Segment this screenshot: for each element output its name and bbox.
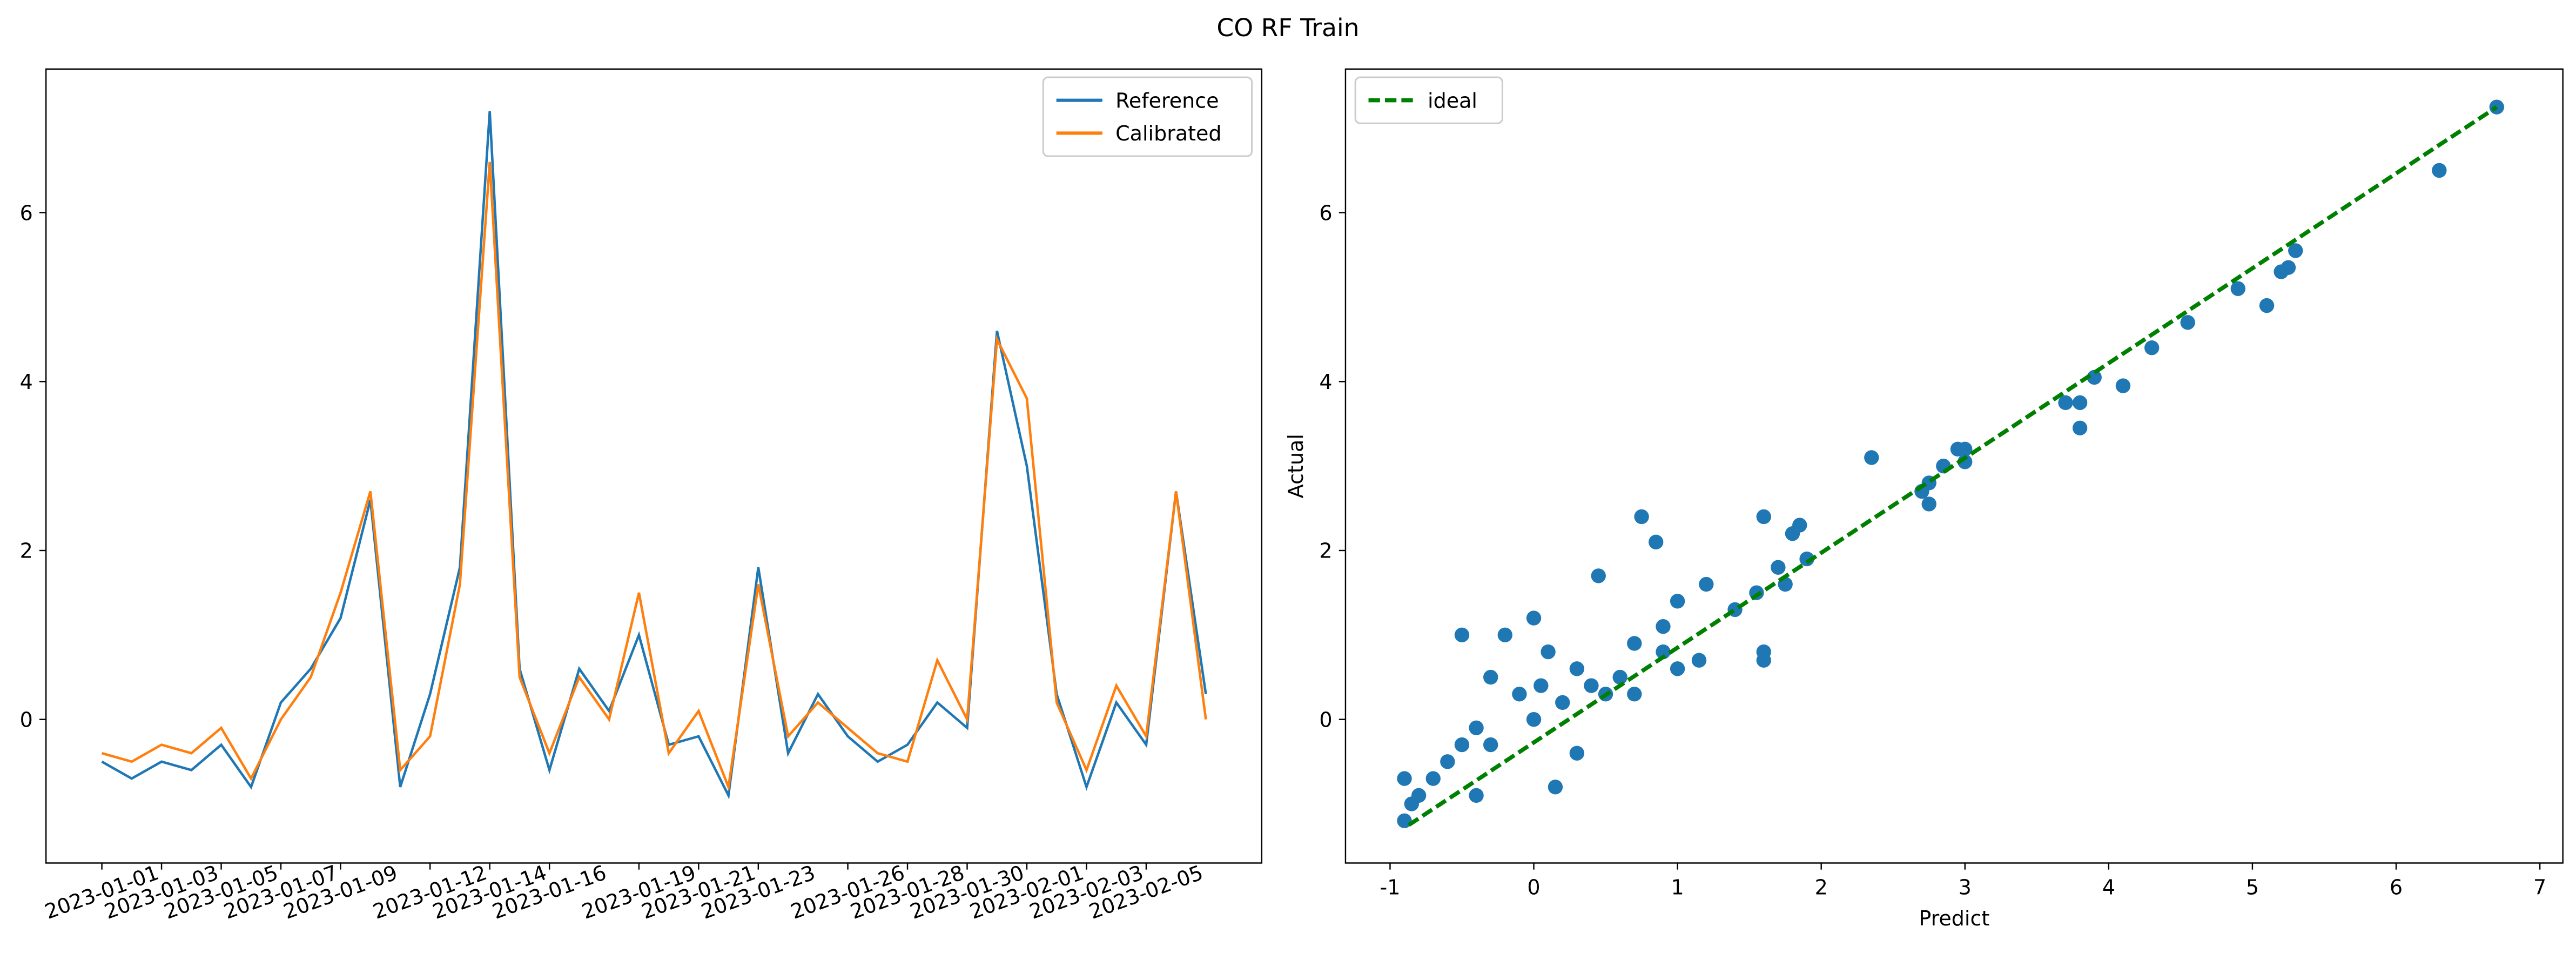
legend-label: Calibrated	[1115, 122, 1221, 145]
x-tick-label: 2	[1815, 875, 1828, 899]
x-tick-label: 4	[2102, 875, 2115, 899]
scatter-point	[1440, 754, 1455, 769]
scatter-point	[1627, 636, 1642, 651]
scatter-point	[1483, 669, 1498, 685]
scatter-point	[1656, 619, 1671, 634]
y-tick-label: 2	[1319, 539, 1332, 563]
scatter-point	[1469, 720, 1484, 736]
y-axis-label: Actual	[1284, 434, 1308, 498]
scatter-point	[1548, 780, 1563, 795]
y-tick-label: 4	[20, 370, 33, 394]
scatter-point	[2230, 281, 2246, 296]
scatter-point	[1569, 661, 1585, 676]
scatter-point	[1670, 594, 1685, 609]
ideal-line	[1407, 105, 2498, 827]
y-tick-label: 4	[1319, 370, 1332, 394]
y-tick-label: 2	[20, 539, 33, 563]
scatter-point	[1756, 509, 1771, 525]
scatter-point	[2072, 395, 2088, 411]
scatter-point	[1756, 653, 1771, 668]
scatter-point	[2087, 370, 2102, 385]
scatter-point	[1612, 669, 1627, 685]
scatter-point	[1397, 813, 1412, 828]
x-tick-label: 3	[1959, 875, 1972, 899]
figure-title: CO RF Train	[1216, 14, 1359, 42]
x-tick-label: 1	[1671, 875, 1684, 899]
scatter-point	[1526, 610, 1542, 626]
y-tick-label: 6	[20, 201, 33, 225]
scatter-point	[1526, 711, 1542, 727]
scatter-point	[1454, 737, 1470, 753]
scatter-point	[1454, 627, 1470, 643]
scatter-point	[1627, 687, 1642, 702]
scatter-point	[1397, 771, 1412, 786]
x-axis-label: Predict	[1919, 907, 1989, 930]
data-line	[101, 111, 1207, 800]
scatter-point	[2259, 298, 2275, 313]
legend-label: ideal	[1428, 89, 1477, 112]
scatter-point	[1512, 687, 1527, 702]
scatter-point	[1584, 678, 1599, 693]
scatter-point	[2180, 315, 2195, 330]
scatter-point	[1656, 644, 1671, 660]
axes-frame	[45, 68, 1263, 864]
scatter-point	[1670, 661, 1685, 676]
y-tick-label: 6	[1319, 201, 1332, 225]
scatter-point	[1497, 627, 1512, 643]
scatter-point	[1634, 509, 1649, 525]
scatter-point	[1799, 551, 1814, 567]
scatter-point	[1921, 496, 1936, 512]
scatter-point	[1555, 695, 1570, 710]
x-tick-label: 5	[2246, 875, 2259, 899]
scatter-point	[2072, 420, 2088, 435]
axes-frame	[1344, 68, 2564, 864]
scatter-point	[1591, 568, 1606, 583]
scatter-point	[2288, 243, 2303, 258]
scatter-point	[1569, 746, 1585, 761]
scatter-point	[2432, 163, 2447, 178]
y-tick-label: 0	[20, 708, 33, 731]
data-line	[101, 162, 1207, 792]
scatter-point	[2058, 395, 2073, 411]
scatter-point	[1469, 788, 1484, 803]
scatter-point	[1771, 560, 1786, 575]
scatter-point	[1649, 534, 1664, 550]
scatter-point	[2115, 378, 2131, 393]
scatter-point	[1785, 526, 1800, 541]
legend-box	[1354, 76, 1503, 124]
scatter-point	[2274, 264, 2289, 279]
x-tick-label: 6	[2390, 875, 2403, 899]
y-tick-label: 0	[1319, 708, 1332, 731]
x-tick-label: 0	[1527, 875, 1540, 899]
scatter-point	[1534, 678, 1549, 693]
legend-label: Reference	[1115, 89, 1219, 112]
scatter-point	[1483, 737, 1498, 753]
legend-box	[1042, 76, 1253, 157]
scatter-point	[1691, 653, 1707, 668]
scatter-point	[2144, 340, 2160, 355]
x-tick-label: 7	[2533, 875, 2546, 899]
scatter-point	[1425, 771, 1441, 786]
scatter-point	[1950, 441, 1966, 457]
scatter-point	[1864, 450, 1879, 465]
scatter-point	[1404, 796, 1420, 811]
x-tick-label: -1	[1380, 875, 1400, 899]
scatter-point	[1699, 576, 1714, 592]
scatter-point	[1541, 644, 1556, 660]
